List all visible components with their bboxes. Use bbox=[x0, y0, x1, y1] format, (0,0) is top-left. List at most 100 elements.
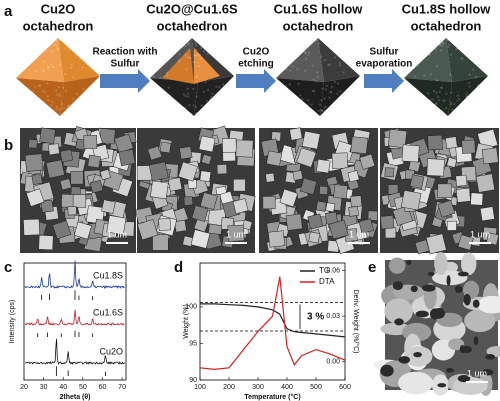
surface-dot bbox=[185, 68, 188, 71]
surface-dot bbox=[456, 94, 459, 97]
surface-dot bbox=[434, 48, 437, 51]
scale-bar-label: 1 um bbox=[107, 229, 127, 239]
surface-dot bbox=[58, 94, 62, 97]
surface-dot bbox=[57, 108, 61, 111]
core-face bbox=[162, 48, 194, 84]
surface-dot bbox=[41, 89, 45, 92]
panel-label: d bbox=[174, 259, 183, 276]
surface-dot bbox=[193, 61, 196, 64]
surface-dot bbox=[333, 80, 336, 84]
surface-dot bbox=[312, 78, 315, 81]
surface-dot bbox=[323, 97, 326, 100]
scale-bar-label: 1 um bbox=[349, 229, 369, 239]
surface-dot bbox=[468, 73, 471, 76]
scale-bar-label: 1 um bbox=[470, 229, 490, 239]
surface-dot bbox=[207, 88, 210, 91]
sem-particle bbox=[99, 168, 111, 181]
sem-particle bbox=[233, 178, 246, 192]
surface-dot bbox=[451, 108, 454, 111]
surface-dot bbox=[429, 72, 432, 76]
surface-dot bbox=[65, 106, 69, 109]
surface-dot bbox=[166, 74, 169, 77]
process-arrow bbox=[364, 69, 404, 93]
octahedron-face bbox=[150, 78, 198, 116]
step-line: Sulfur bbox=[370, 47, 399, 58]
surface-dot bbox=[215, 85, 218, 88]
surface-dot bbox=[311, 90, 314, 93]
surface-dot bbox=[81, 66, 84, 69]
surface-dot bbox=[182, 93, 185, 96]
surface-dot bbox=[69, 66, 73, 69]
surface-dot bbox=[38, 84, 41, 87]
surface-dot bbox=[211, 92, 214, 95]
series-line bbox=[200, 303, 346, 338]
sem-particle bbox=[23, 218, 40, 236]
surface-dot bbox=[192, 87, 195, 91]
octahedron-face bbox=[404, 78, 452, 116]
sem-particle bbox=[72, 194, 87, 208]
surface-dot bbox=[441, 41, 445, 44]
sem-particle bbox=[70, 171, 84, 185]
sem-particle bbox=[446, 157, 458, 168]
surface-dot bbox=[57, 80, 60, 83]
surface-dot bbox=[63, 107, 66, 110]
surface-dot bbox=[324, 88, 328, 91]
sem-particle bbox=[148, 161, 169, 182]
plot-frame bbox=[199, 262, 346, 381]
surface-dot bbox=[327, 63, 330, 67]
sem-particle bbox=[427, 134, 443, 151]
sem-particle bbox=[359, 153, 376, 170]
trace-label: Cu1.6S bbox=[93, 307, 123, 317]
x-axis-label: 2theta (θ) bbox=[59, 394, 90, 401]
sem-particle bbox=[47, 143, 60, 156]
y2-tick-label: 0.03 bbox=[326, 313, 340, 320]
surface-dot bbox=[307, 99, 310, 102]
surface-dot bbox=[186, 92, 190, 95]
surface-dot bbox=[307, 51, 311, 54]
surface-dot bbox=[467, 81, 471, 84]
surface-dot bbox=[61, 86, 65, 89]
surface-dot bbox=[63, 47, 66, 50]
surface-dot bbox=[310, 103, 313, 106]
surface-dot bbox=[304, 51, 308, 55]
surface-dot bbox=[188, 104, 191, 107]
surface-dot bbox=[55, 89, 58, 92]
sem-particle bbox=[475, 173, 495, 193]
surface-dot bbox=[38, 84, 41, 87]
sem-particle bbox=[174, 219, 187, 233]
sem-particle bbox=[89, 179, 104, 194]
surface-dot bbox=[199, 47, 203, 50]
surface-dot bbox=[195, 112, 198, 115]
sem-pore bbox=[454, 285, 463, 293]
surface-dot bbox=[472, 68, 475, 71]
surface-dot bbox=[166, 71, 169, 75]
surface-dot bbox=[432, 98, 435, 101]
surface-dot bbox=[187, 95, 190, 98]
surface-dot bbox=[318, 103, 321, 106]
surface-dot bbox=[426, 92, 430, 95]
surface-dot bbox=[179, 104, 182, 108]
surface-dot bbox=[296, 68, 299, 71]
surface-dot bbox=[442, 42, 445, 45]
sem-pore bbox=[398, 356, 410, 364]
surface-dot bbox=[67, 104, 70, 107]
sem-particle bbox=[455, 174, 468, 187]
x-tick-label: 300 bbox=[252, 384, 264, 391]
sem-particle bbox=[437, 183, 452, 198]
sem-particle bbox=[301, 130, 321, 150]
surface-dot bbox=[336, 82, 340, 85]
sem-particle bbox=[426, 158, 445, 177]
y-axis-label: Intensity (cps) bbox=[9, 300, 16, 344]
trace-label: Cu1.8S bbox=[93, 270, 123, 280]
surface-dot bbox=[60, 102, 64, 105]
sem-particle bbox=[61, 193, 76, 208]
surface-dot bbox=[193, 40, 197, 43]
surface-dot bbox=[67, 49, 70, 52]
surface-dot bbox=[299, 94, 302, 97]
surface-dot bbox=[50, 63, 54, 66]
surface-dot bbox=[57, 85, 61, 89]
surface-dot bbox=[435, 65, 438, 68]
sem-particle bbox=[227, 224, 245, 242]
surface-dot bbox=[209, 98, 212, 101]
